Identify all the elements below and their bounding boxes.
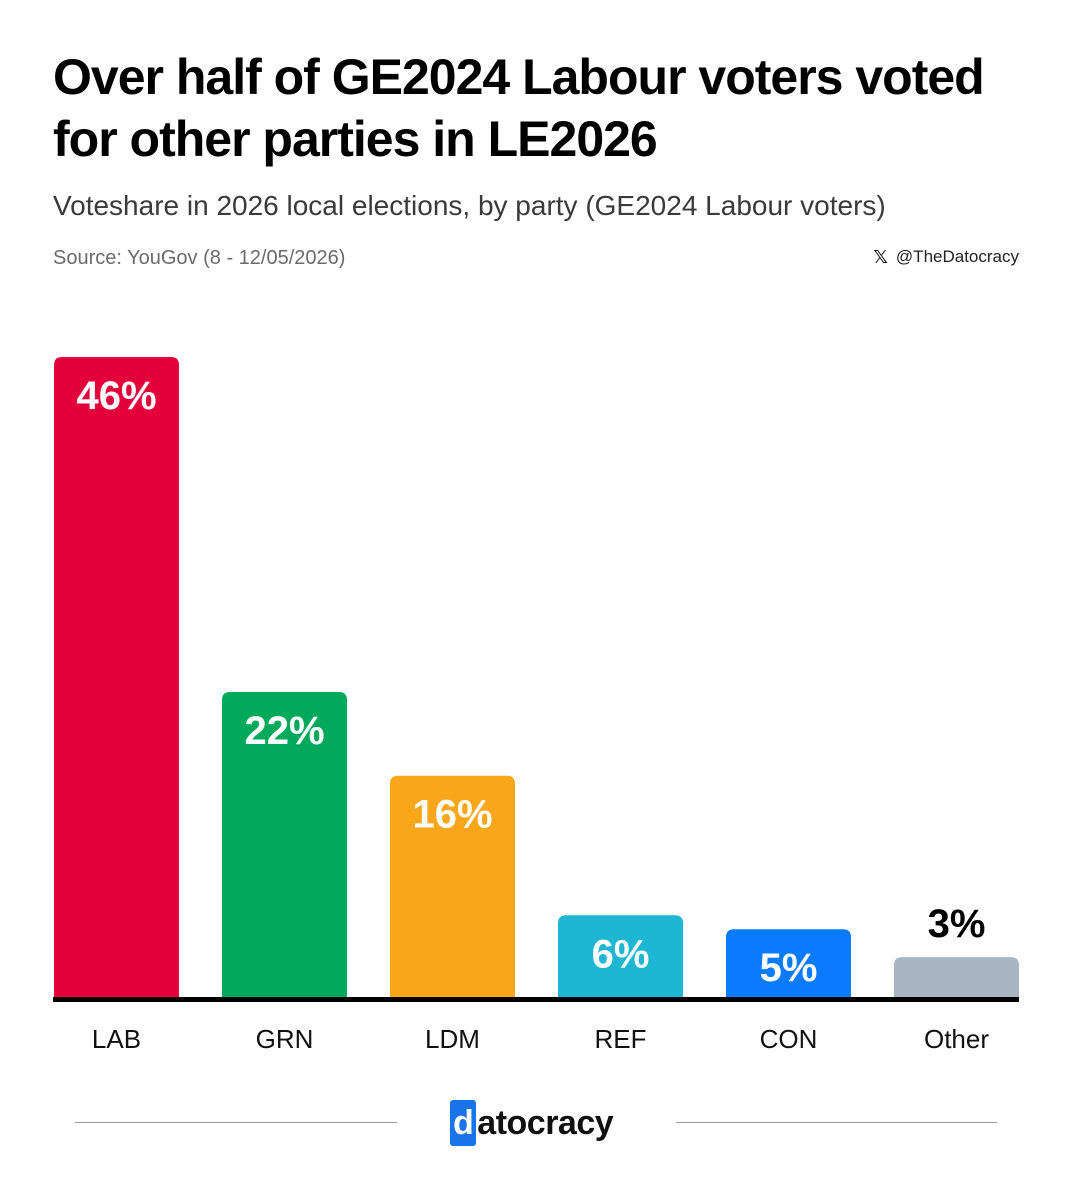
bar-ref (558, 915, 683, 999)
footer-divider-left (75, 1122, 397, 1123)
category-label-other: Other (924, 1024, 989, 1054)
category-label-lab: LAB (92, 1024, 141, 1054)
social-handle[interactable]: 𝕏 @TheDatocracy (873, 245, 1019, 269)
value-label-ref: 6% (592, 932, 650, 976)
value-label-con: 5% (760, 946, 818, 990)
chart-title: Over half of GE2024 Labour voters voted … (53, 49, 985, 167)
footer-divider-right (676, 1122, 997, 1123)
value-label-lab: 46% (76, 374, 156, 418)
chart-subtitle: Voteshare in 2026 local elections, by pa… (53, 190, 886, 221)
category-label-con: CON (760, 1024, 818, 1054)
logo-mark: d (450, 1100, 477, 1146)
category-label-ref: REF (595, 1024, 647, 1054)
value-label-other: 3% (928, 902, 986, 946)
bar-lab (54, 357, 179, 999)
logo-wordmark: atocracy (477, 1103, 614, 1142)
x-axis-baseline (53, 997, 1019, 1002)
category-label-ldm: LDM (425, 1024, 480, 1054)
bar-chart: 46% LAB 22% GRN 16% LDM 6% REF 5% CON 3% Other (53, 357, 1019, 1054)
bar-grn (222, 691, 347, 999)
value-label-grn: 22% (244, 709, 324, 753)
datocracy-logo: d atocracy (450, 1100, 614, 1146)
value-label-ldm: 16% (412, 793, 492, 837)
source-note: Source: YouGov (8 - 12/05/2026) (53, 247, 346, 269)
bar-con (726, 929, 851, 999)
x-logo-icon: 𝕏 (873, 247, 888, 267)
handle-text: @TheDatocracy (895, 247, 1019, 266)
category-label-grn: GRN (256, 1024, 314, 1054)
bar-other (894, 957, 1019, 999)
bar-ldm (390, 775, 515, 999)
